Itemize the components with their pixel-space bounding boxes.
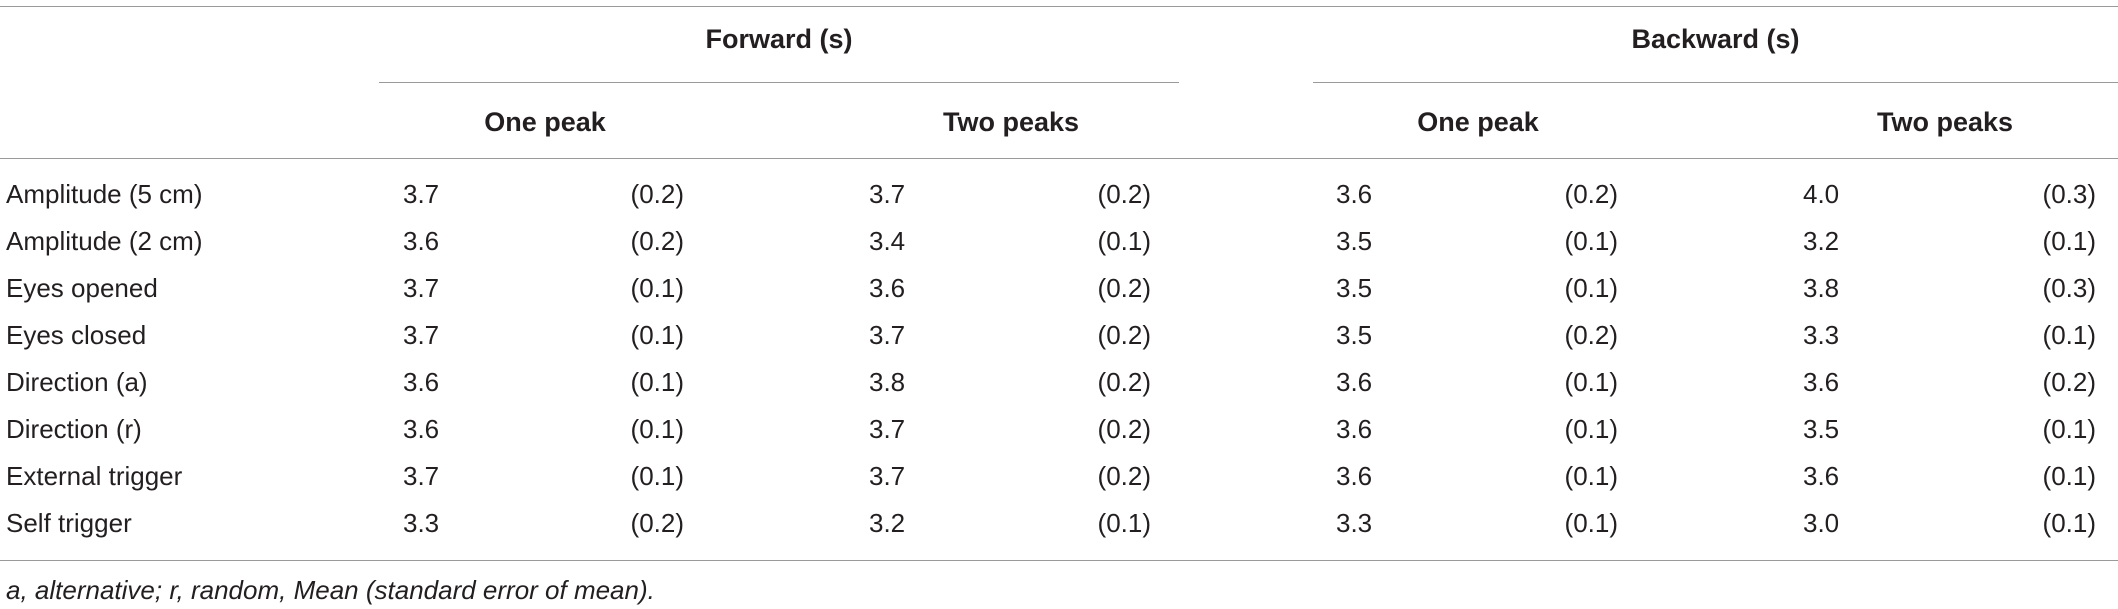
cell-forward-one-peak-mean: 3.7 [403, 179, 440, 209]
cell-forward-one-peak-sem: (0.2) [630, 179, 684, 209]
cell-forward-two-peaks-mean: 3.4 [869, 226, 906, 256]
cell-backward-two-peaks-mean: 3.0 [1803, 508, 1840, 538]
header-bottom-rule [0, 158, 2118, 159]
cell-forward-two-peaks-mean: 3.2 [869, 508, 906, 538]
cell-backward-two-peaks-mean: 3.2 [1803, 226, 1840, 256]
cell-forward-two-peaks-sem: (0.1) [1097, 226, 1151, 256]
cell-forward-one-peak-mean: 3.7 [403, 273, 440, 303]
cell-backward-two-peaks-sem: (0.1) [2042, 461, 2096, 491]
cell-backward-one-peak-sem: (0.1) [1564, 461, 1618, 491]
cell-forward-two-peaks-sem: (0.2) [1097, 273, 1151, 303]
cell-backward-one-peak-mean: 3.6 [1336, 414, 1373, 444]
cell-forward-one-peak-sem: (0.1) [630, 414, 684, 444]
cell-backward-one-peak-sem: (0.2) [1564, 179, 1618, 209]
cell-backward-two-peaks-sem: (0.1) [2042, 508, 2096, 538]
row-label: Amplitude (5 cm) [6, 179, 203, 209]
cell-forward-one-peak-sem: (0.1) [630, 273, 684, 303]
cell-backward-two-peaks-mean: 3.6 [1803, 461, 1840, 491]
cell-backward-one-peak-mean: 3.6 [1336, 179, 1373, 209]
cell-forward-two-peaks-mean: 3.6 [869, 273, 906, 303]
subheader-forward-one-peak: One peak [484, 107, 606, 137]
cell-backward-two-peaks-sem: (0.1) [2042, 320, 2096, 350]
cell-forward-two-peaks-sem: (0.2) [1097, 367, 1151, 397]
row-label: Direction (r) [6, 414, 142, 444]
cell-backward-two-peaks-mean: 3.3 [1803, 320, 1840, 350]
row-label: Eyes opened [6, 273, 158, 303]
cell-backward-one-peak-mean: 3.6 [1336, 461, 1373, 491]
cell-backward-one-peak-mean: 3.6 [1336, 367, 1373, 397]
cell-forward-two-peaks-sem: (0.2) [1097, 461, 1151, 491]
cell-backward-two-peaks-sem: (0.2) [2042, 367, 2096, 397]
subheader-backward-one-peak: One peak [1417, 107, 1539, 137]
cell-forward-one-peak-mean: 3.6 [403, 226, 440, 256]
row-label: Amplitude (2 cm) [6, 226, 203, 256]
cell-forward-one-peak-sem: (0.1) [630, 367, 684, 397]
cell-forward-one-peak-mean: 3.7 [403, 320, 440, 350]
cell-backward-two-peaks-sem: (0.1) [2042, 226, 2096, 256]
cell-backward-two-peaks-mean: 3.5 [1803, 414, 1840, 444]
cell-forward-one-peak-sem: (0.2) [630, 226, 684, 256]
cell-forward-two-peaks-mean: 3.7 [869, 179, 906, 209]
cell-forward-one-peak-mean: 3.7 [403, 461, 440, 491]
cell-backward-one-peak-sem: (0.2) [1564, 320, 1618, 350]
cell-backward-two-peaks-mean: 3.6 [1803, 367, 1840, 397]
table-footnote: a, alternative; r, random, Mean (standar… [6, 575, 655, 605]
cell-backward-one-peak-sem: (0.1) [1564, 273, 1618, 303]
subheader-backward-two-peaks: Two peaks [1876, 107, 2014, 137]
cell-backward-two-peaks-sem: (0.1) [2042, 414, 2096, 444]
cell-backward-two-peaks-sem: (0.3) [2042, 179, 2096, 209]
forward-group-rule [379, 82, 1179, 83]
cell-backward-one-peak-sem: (0.1) [1564, 508, 1618, 538]
cell-forward-two-peaks-mean: 3.7 [869, 320, 906, 350]
cell-backward-one-peak-sem: (0.1) [1564, 367, 1618, 397]
cell-backward-two-peaks-mean: 4.0 [1803, 179, 1840, 209]
cell-backward-one-peak-sem: (0.1) [1564, 414, 1618, 444]
cell-forward-two-peaks-sem: (0.2) [1097, 320, 1151, 350]
cell-forward-two-peaks-mean: 3.7 [869, 461, 906, 491]
cell-forward-two-peaks-sem: (0.2) [1097, 414, 1151, 444]
cell-forward-two-peaks-sem: (0.2) [1097, 179, 1151, 209]
cell-forward-one-peak-sem: (0.2) [630, 508, 684, 538]
backward-group-rule [1313, 82, 2118, 83]
cell-backward-two-peaks-sem: (0.3) [2042, 273, 2096, 303]
cell-forward-one-peak-sem: (0.1) [630, 461, 684, 491]
cell-forward-one-peak-mean: 3.3 [403, 508, 440, 538]
row-label: Self trigger [6, 508, 132, 538]
table-bottom-rule [0, 560, 2118, 561]
cell-backward-one-peak-mean: 3.3 [1336, 508, 1373, 538]
cell-forward-one-peak-mean: 3.6 [403, 414, 440, 444]
row-label: Direction (a) [6, 367, 148, 397]
cell-forward-one-peak-mean: 3.6 [403, 367, 440, 397]
cell-backward-two-peaks-mean: 3.8 [1803, 273, 1840, 303]
row-label: Eyes closed [6, 320, 147, 350]
cell-forward-two-peaks-sem: (0.1) [1097, 508, 1151, 538]
cell-backward-one-peak-mean: 3.5 [1336, 273, 1373, 303]
cell-backward-one-peak-sem: (0.1) [1564, 226, 1618, 256]
row-label: External trigger [6, 461, 183, 491]
top-rule [0, 6, 2118, 7]
cell-forward-two-peaks-mean: 3.8 [869, 367, 906, 397]
cell-forward-one-peak-sem: (0.1) [630, 320, 684, 350]
cell-backward-one-peak-mean: 3.5 [1336, 226, 1373, 256]
group-header-backward: Backward (s) [1631, 24, 1800, 54]
cell-forward-two-peaks-mean: 3.7 [869, 414, 906, 444]
subheader-forward-two-peaks: Two peaks [942, 107, 1080, 137]
cell-backward-one-peak-mean: 3.5 [1336, 320, 1373, 350]
group-header-forward: Forward (s) [705, 24, 853, 54]
